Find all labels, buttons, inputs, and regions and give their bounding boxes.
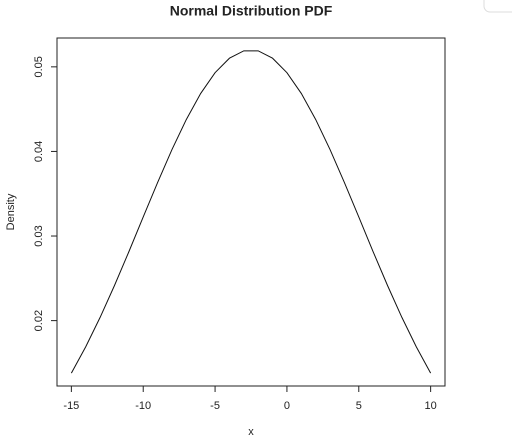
y-tick-label: 0.04: [33, 141, 45, 162]
corner-widget: [483, 0, 512, 13]
x-tick-label: 10: [425, 400, 437, 412]
y-axis-label: Density: [5, 193, 17, 230]
plot-frame: [56, 37, 446, 387]
y-tick-label: 0.05: [33, 56, 45, 77]
x-tick-label: 0: [284, 400, 290, 412]
line: [70, 50, 432, 374]
x-tick-label: 5: [356, 400, 362, 412]
x-tick-label: -5: [210, 400, 220, 412]
x-axis-label: x: [248, 426, 254, 438]
x-tick-label: -15: [63, 400, 79, 412]
y-tick-label: 0.03: [33, 225, 45, 246]
chart-title: Normal Distribution PDF: [170, 3, 333, 19]
y-tick-label: 0.02: [33, 310, 45, 331]
x-tick-label: -10: [135, 400, 151, 412]
